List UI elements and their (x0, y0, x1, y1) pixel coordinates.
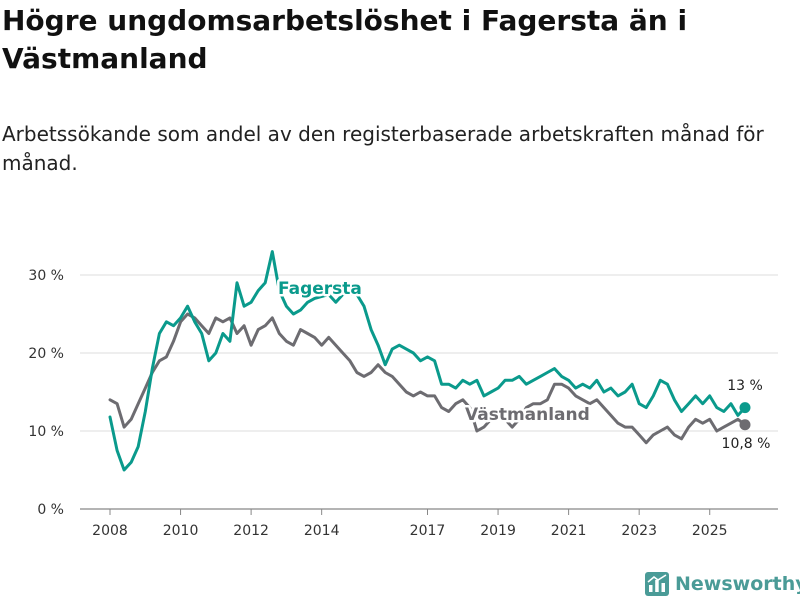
fagersta-end-value-label: 13 % (727, 378, 763, 394)
y-tick-label: 20 % (28, 346, 64, 362)
x-axis: 2008 2010 2012 2014 2017 2019 2021 2023 2025 (80, 508, 778, 539)
fagersta-end-point (739, 402, 751, 414)
y-tick-label: 30 % (28, 268, 64, 284)
fagersta-series-label-halo: Fagersta (278, 279, 362, 299)
fagersta-series-label: Fagersta (278, 279, 362, 299)
vastmanland-series-label: Västmanland (465, 405, 590, 425)
x-tick-label: 2012 (233, 523, 269, 539)
vastmanland-series-line (108, 312, 747, 445)
fagersta-end-value-label-halo: 13 % (727, 378, 763, 394)
x-tick-label: 2023 (621, 523, 657, 539)
grid-lines (80, 274, 778, 432)
x-tick-label: 2021 (551, 523, 587, 539)
vastmanland-end-value-label-halo: 10,8 % (722, 436, 771, 452)
x-tick-label: 2014 (304, 523, 340, 539)
x-tick-label: 2025 (692, 523, 728, 539)
vastmanland-series-label-halo: Västmanland (465, 405, 590, 425)
series-labels: FagerstaFagerstaVästmanlandVästmanland13… (276, 277, 773, 455)
vastmanland-end-value-label: 10,8 % (722, 436, 771, 452)
vastmanland-end-point (739, 419, 751, 431)
series-lines (108, 250, 751, 472)
x-tick-label: 2008 (92, 523, 128, 539)
x-tick-label: 2019 (480, 523, 516, 539)
y-axis-tick-labels: 0 % 10 % 20 % 30 % (28, 268, 64, 518)
newsworthy-logo: Newsworthy (645, 569, 800, 599)
chart-title: Högre ungdomsarbetslöshet i Fagersta än … (2, 4, 688, 75)
y-tick-label: 10 % (28, 424, 64, 440)
x-tick-label: 2010 (163, 523, 199, 539)
chart-subtitle: Arbetssökande som andel av den registerb… (2, 122, 764, 175)
fagersta-series-line (108, 250, 747, 472)
x-tick-label: 2017 (410, 523, 446, 539)
brand-name: Newsworthy (675, 573, 800, 595)
y-tick-label: 0 % (37, 502, 64, 518)
chart-logo-icon (645, 572, 669, 596)
